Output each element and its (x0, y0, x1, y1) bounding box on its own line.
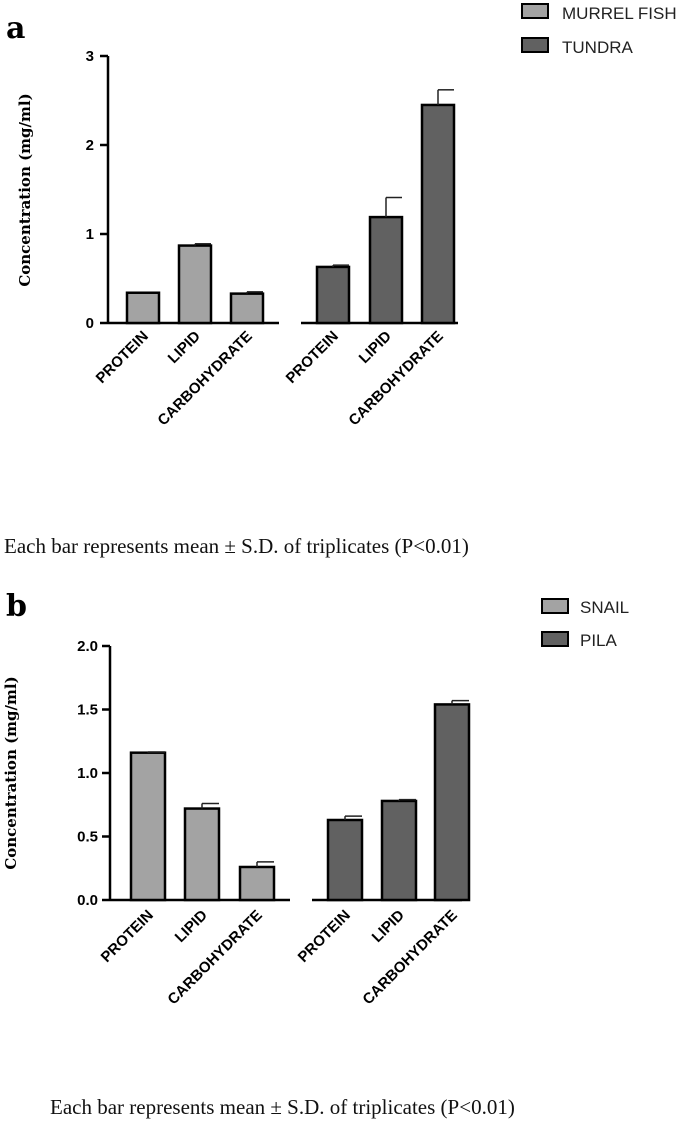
legend-label-pila: PILA (580, 631, 618, 650)
chart-panel-b: b Concentration (mg/ml) 0.00.51.01.52.0 … (2, 589, 629, 1119)
x-tick-label-snail-protein: PROTEIN (98, 907, 157, 966)
chart-panel-a: a Concentration (mg/ml) 0 1 2 3 PROTEIN LIPI… (4, 3, 677, 558)
bar-pila-lipid (380, 799, 418, 902)
legend-swatch-snail (541, 598, 569, 614)
bar-pila-protein (326, 818, 364, 902)
y-tick-label-b: 1.5 (77, 702, 98, 719)
y-tick-label-a: 1 (86, 226, 94, 243)
bar-murrel-fish-protein (125, 291, 161, 325)
y-axis-label-a: Concentration (mg/ml) (16, 93, 34, 286)
x-tick-label-murrel-fish-carbohydrate: CARBOHYDRATE (154, 328, 255, 429)
legend-label-tundra: TUNDRA (562, 38, 633, 57)
panel-letter-a: a (6, 11, 25, 46)
x-tick-label-murrel-fish-lipid: LIPID (165, 328, 204, 367)
x-tick-label-snail-lipid: LIPID (172, 907, 211, 946)
x-tick-label-murrel-fish-protein: PROTEIN (93, 328, 152, 387)
bar-snail-lipid (183, 807, 221, 902)
legend-swatch-tundra (521, 37, 549, 53)
y-tick-label-b: 1.0 (77, 765, 98, 782)
bar-tundra-protein (315, 265, 351, 325)
bar-tundra-lipid (368, 215, 404, 325)
y-tick-label-a: 0 (86, 315, 94, 332)
panel-letter-b: b (6, 589, 27, 624)
bar-pila-carbohydrate (433, 703, 471, 902)
x-tick-label-snail-carbohydrate: CARBOHYDRATE (164, 907, 265, 1008)
x-tick-label-tundra-carbohydrate: CARBOHYDRATE (345, 328, 446, 429)
bar-tundra-carbohydrate (420, 103, 456, 325)
y-tick-label-b: 2.0 (77, 638, 98, 655)
x-tick-label-tundra-lipid: LIPID (356, 328, 395, 367)
bar-murrel-fish-carbohydrate (229, 292, 265, 325)
y-tick-label-a: 2 (86, 137, 94, 154)
legend-swatch-pila (541, 631, 569, 647)
bar-snail-carbohydrate (238, 865, 276, 902)
y-axis-label-b: Concentration (mg/ml) (2, 676, 20, 869)
x-tick-label-pila-lipid: LIPID (369, 907, 408, 946)
caption-a: Each bar represents mean ± S.D. of tripl… (4, 534, 469, 558)
bar-snail-protein (129, 751, 167, 902)
y-tick-label-a: 3 (86, 48, 94, 65)
legend-label-snail: SNAIL (580, 598, 629, 617)
x-tick-label-tundra-protein: PROTEIN (283, 328, 342, 387)
bar-murrel-fish-lipid (177, 244, 213, 325)
x-tick-label-pila-carbohydrate: CARBOHYDRATE (359, 907, 460, 1008)
y-tick-label-b: 0.5 (77, 829, 98, 846)
y-tick-label-b: 0.0 (77, 892, 98, 909)
x-tick-label-pila-protein: PROTEIN (295, 907, 354, 966)
caption-b: Each bar represents mean ± S.D. of tripl… (50, 1095, 515, 1119)
legend-label-murrel-fish: MURREL FISH (562, 4, 677, 23)
legend-swatch-murrel-fish (521, 3, 549, 19)
